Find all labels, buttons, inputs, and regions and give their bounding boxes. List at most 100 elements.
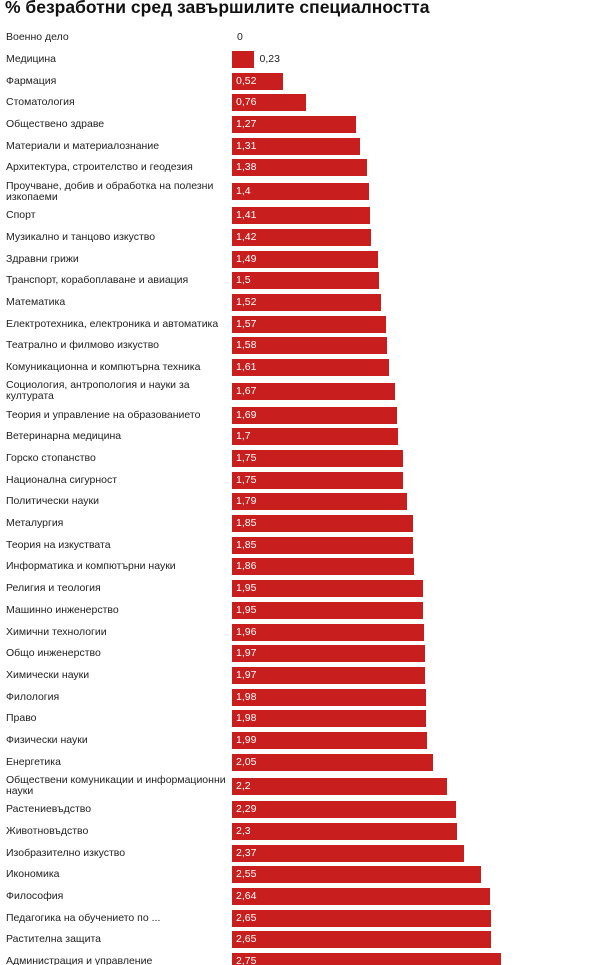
bar <box>232 866 482 884</box>
bar-row: Право 1,98 <box>0 708 591 730</box>
bar <box>232 580 423 598</box>
value-label: 0,52 <box>236 74 257 87</box>
bar-row: Теория на изкуствата 1,85 <box>0 534 591 556</box>
bar-row: Проучване, добив и обработка на полезни … <box>0 179 591 205</box>
chart-title: % безработни сред завършилите специалнос… <box>5 0 430 17</box>
bar-row: Педагогика на обучението по ... 2,65 <box>0 907 591 929</box>
bar-cell: 2,2 <box>232 777 591 795</box>
bar <box>232 666 425 684</box>
bar-row: Теория и управление на образованието 1,69 <box>0 404 591 426</box>
value-label: 1,41 <box>236 209 257 222</box>
bar-row: Спорт 1,41 <box>0 205 591 227</box>
bar-cell: 2,64 <box>232 888 591 906</box>
bar-row: Политически науки 1,79 <box>0 491 591 513</box>
bar-row: Растениевъдство 2,29 <box>0 799 591 821</box>
bar-row: Социология, антропология и науки за култ… <box>0 378 591 404</box>
bar-row: Изобразително изкуство 2,37 <box>0 842 591 864</box>
bar <box>232 823 457 841</box>
value-label: 1,98 <box>236 712 257 725</box>
category-label: Теория и управление на образованието <box>6 408 201 421</box>
bar <box>232 207 370 225</box>
value-label: 1,69 <box>236 408 257 421</box>
category-label: Архитектура, строителство и геодезия <box>6 161 193 174</box>
category-label: Химични технологии <box>6 625 107 638</box>
bar-row: Медицина 0,23 <box>0 49 591 71</box>
bar-row: Общо инженерство 1,97 <box>0 643 591 665</box>
bar <box>232 51 255 69</box>
bar-cell: 0,76 <box>232 94 591 112</box>
bar-cell: 1,97 <box>232 645 591 663</box>
value-label: 2,65 <box>236 911 257 924</box>
bar-cell: 1,52 <box>232 293 591 311</box>
category-label: Военно дело <box>6 31 69 44</box>
bar <box>232 844 464 862</box>
bar-row: Информатика и компютърни науки 1,86 <box>0 556 591 578</box>
bar <box>232 137 361 155</box>
bar <box>232 601 423 619</box>
bar-row: Архитектура, строителство и геодезия 1,38 <box>0 157 591 179</box>
value-label: 1,86 <box>236 560 257 573</box>
value-label: 1,97 <box>236 647 257 660</box>
category-label: Национална сигурност <box>6 473 118 486</box>
bar-cell: 2,3 <box>232 823 591 841</box>
bar <box>232 515 413 533</box>
value-label: 1,75 <box>236 452 257 465</box>
bar-cell: 1,67 <box>232 382 591 400</box>
bar <box>232 72 283 90</box>
bar <box>232 753 433 771</box>
bar-cell: 1,4 <box>232 183 591 201</box>
category-label: Театрално и филмово изкуство <box>6 339 160 352</box>
value-label: 1,75 <box>236 473 257 486</box>
value-label: 2,64 <box>236 890 257 903</box>
bar-cell: 2,05 <box>232 753 591 771</box>
category-label: Проучване, добив и обработка на полезни … <box>6 179 214 203</box>
bar-cell: 1,75 <box>232 471 591 489</box>
value-label: 2,05 <box>236 755 257 768</box>
bar-row: Растителна защита 2,65 <box>0 929 591 951</box>
category-label: Ветеринарна медицина <box>6 430 122 443</box>
bar-row: Химически науки 1,97 <box>0 665 591 687</box>
category-label: Стоматология <box>6 96 75 109</box>
category-label: Философия <box>6 890 64 903</box>
value-label: 1,38 <box>236 161 257 174</box>
value-label: 1,7 <box>236 430 251 443</box>
bar-cell: 2,55 <box>232 866 591 884</box>
value-label: 0,23 <box>259 53 280 66</box>
bar-cell: 1,58 <box>232 337 591 355</box>
value-label: 1,95 <box>236 582 257 595</box>
bar-cell: 1,95 <box>232 580 591 598</box>
bar <box>232 471 404 489</box>
category-label: Филология <box>6 690 60 703</box>
value-label: 1,31 <box>236 139 257 152</box>
category-label: Фармация <box>6 74 57 87</box>
value-label: 1,79 <box>236 495 257 508</box>
value-label: 1,97 <box>236 668 257 681</box>
category-label: Администрация и управление <box>6 955 153 965</box>
category-label: Растениевъдство <box>6 803 92 816</box>
bar-row: Фармация 0,52 <box>0 70 591 92</box>
bar <box>232 228 371 246</box>
bar <box>232 645 425 663</box>
bar <box>232 116 357 134</box>
category-label: Транспорт, корабоплаване и авиация <box>6 274 189 287</box>
value-label: 2,55 <box>236 868 257 881</box>
value-label: 1,96 <box>236 625 257 638</box>
bar-row: Военно дело 0 <box>0 27 591 49</box>
value-label: 1,5 <box>236 274 251 287</box>
category-label: Педагогика на обучението по ... <box>6 911 161 924</box>
bar <box>232 159 367 177</box>
category-label: Химически науки <box>6 668 90 681</box>
value-label: 1,67 <box>236 384 257 397</box>
value-label: 1,61 <box>236 360 257 373</box>
bar <box>232 909 492 927</box>
value-label: 1,98 <box>236 690 257 703</box>
value-label: 2,3 <box>236 825 251 838</box>
bar-cell: 1,96 <box>232 623 591 641</box>
bar <box>232 382 396 400</box>
bar-row: Ветеринарна медицина 1,7 <box>0 426 591 448</box>
bar-row: Филология 1,98 <box>0 686 591 708</box>
value-label: 1,42 <box>236 230 257 243</box>
bar-cell: 1,99 <box>232 731 591 749</box>
bar <box>232 710 426 728</box>
bar-cell: 1,79 <box>232 493 591 511</box>
